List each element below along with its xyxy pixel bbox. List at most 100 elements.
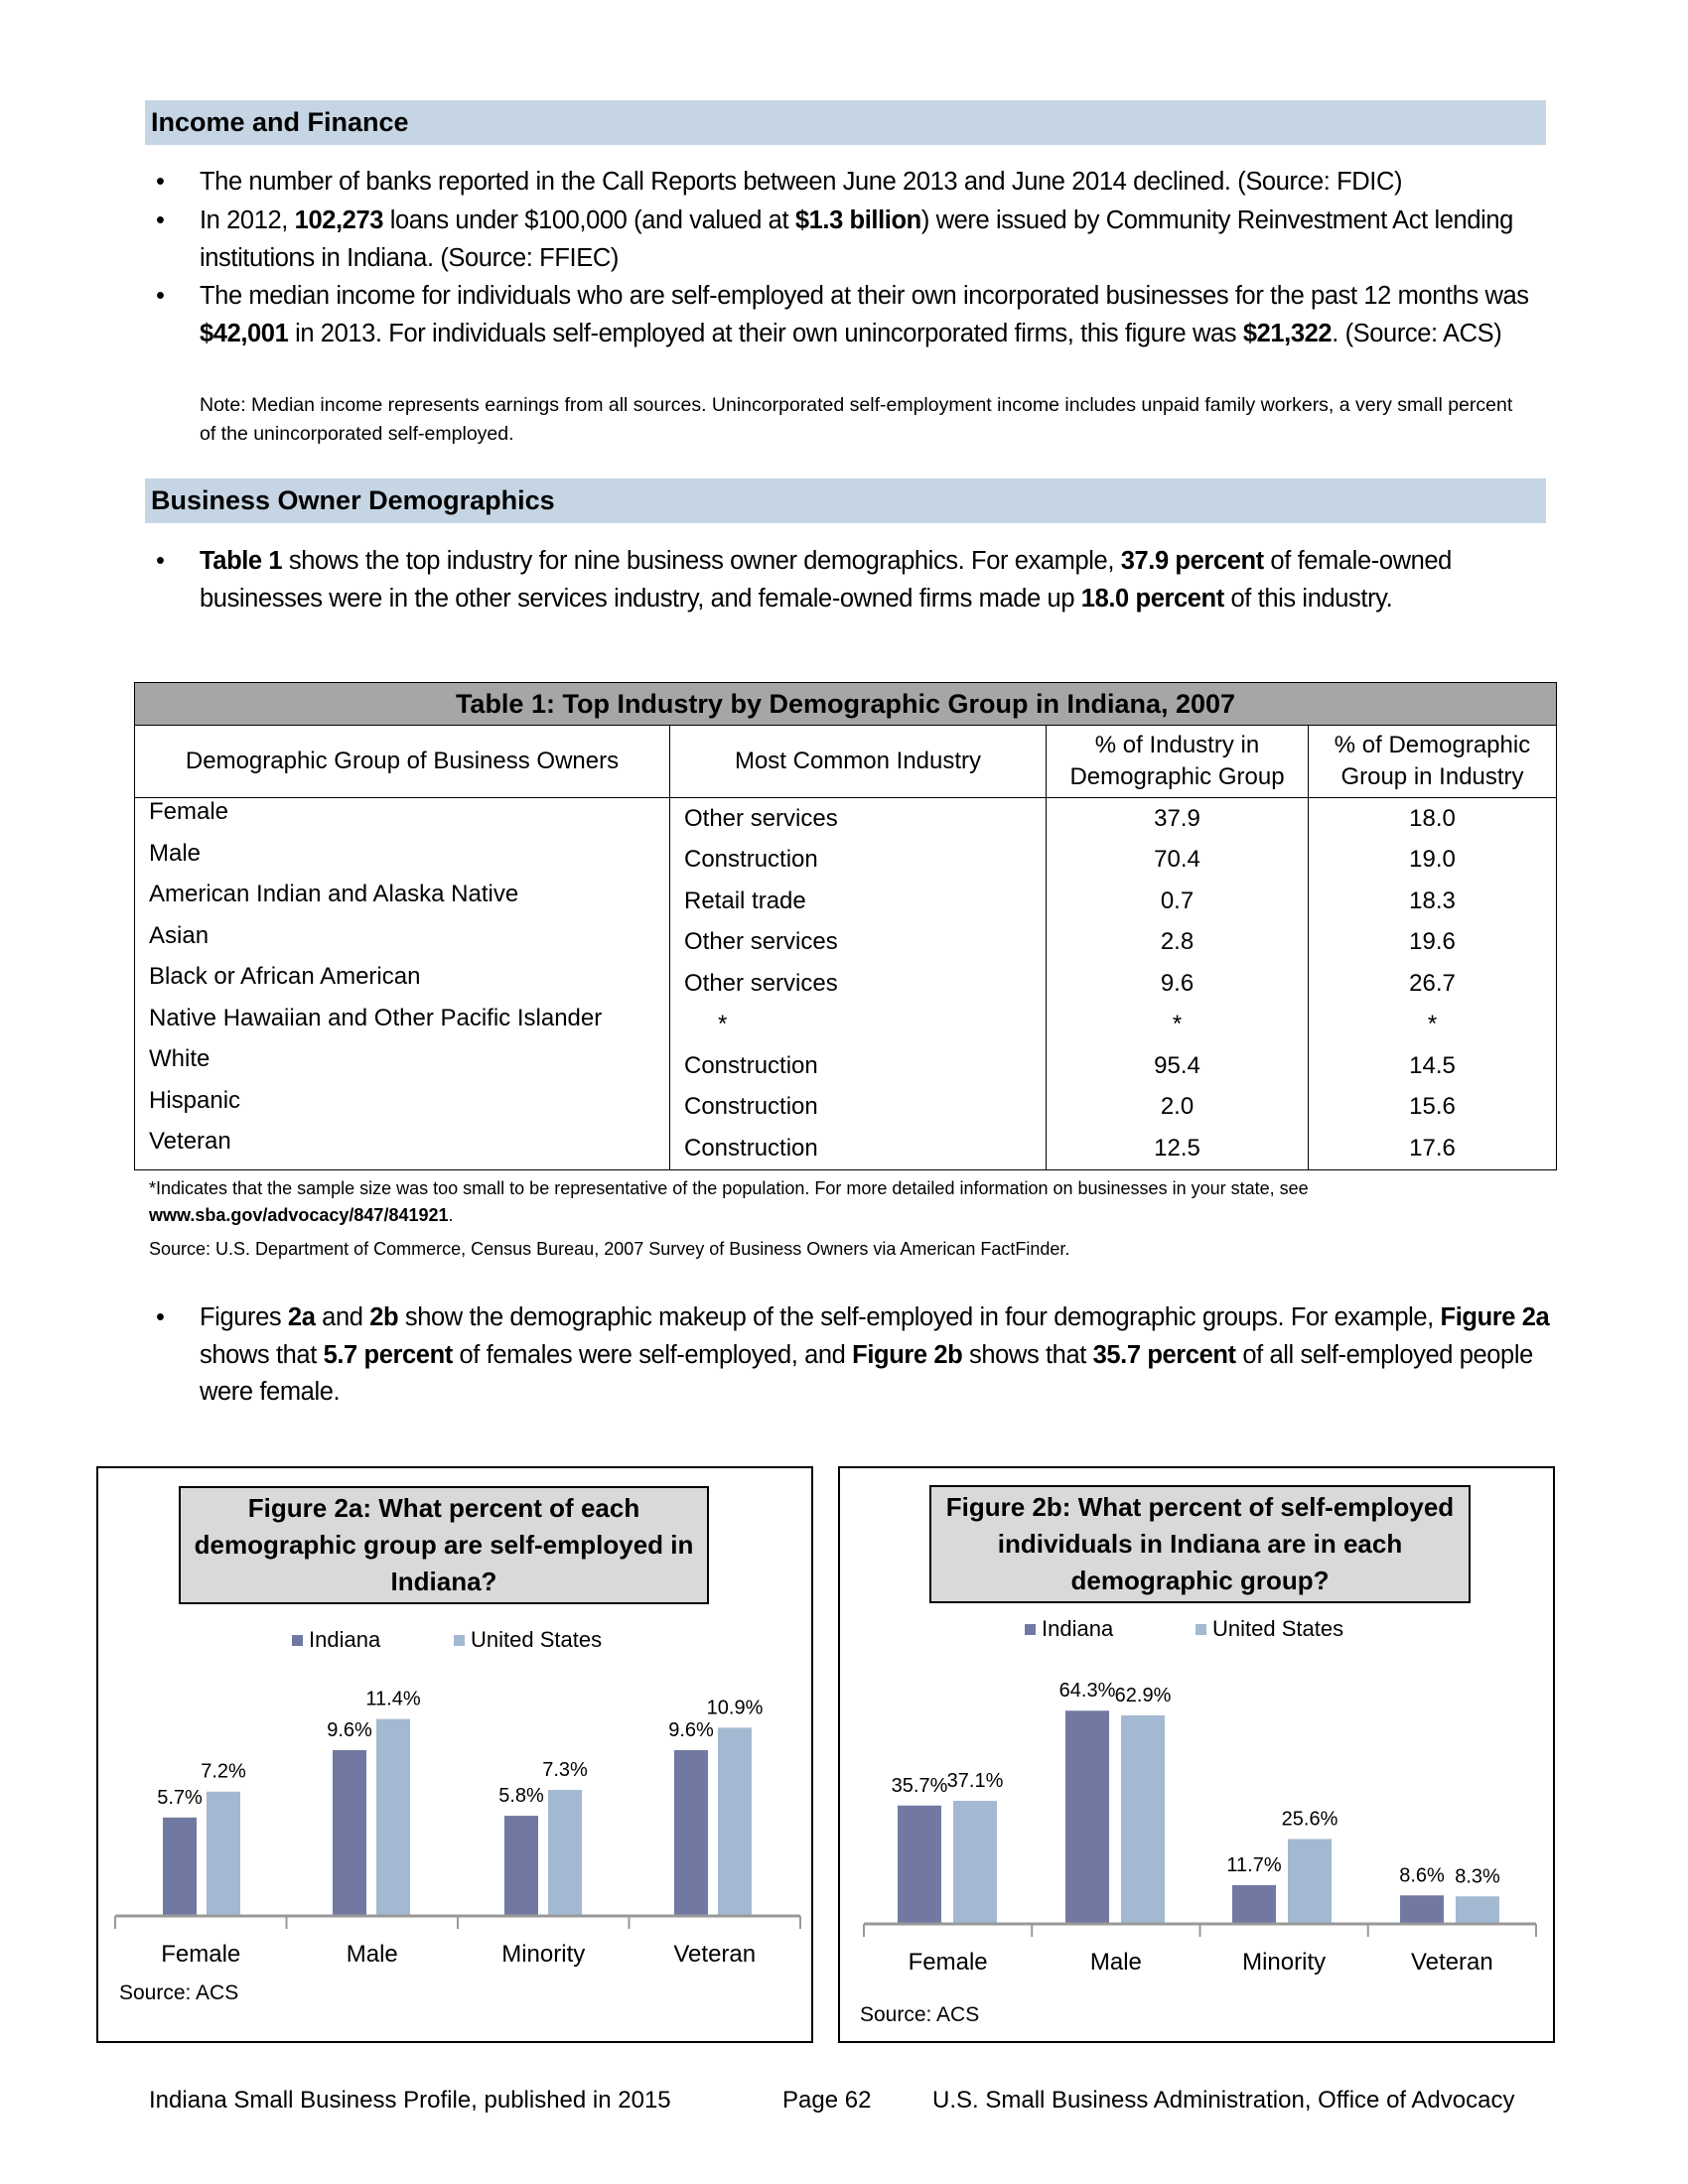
legend-swatch [292, 1635, 303, 1646]
data-label: 8.3% [1455, 1865, 1500, 1887]
table-cell: * [669, 1004, 1047, 1045]
column-header: % of Demographic Group in Industry [1308, 725, 1557, 798]
legend-label: United States [1212, 1616, 1344, 1641]
legend-united-states: United States [1196, 1616, 1343, 1642]
text: shows that [200, 1340, 324, 1369]
bold-text: 102,273 [294, 206, 384, 234]
table-row: Hispanic Construction 2.0 15.6 [134, 1086, 1557, 1128]
bar-indiana [1065, 1710, 1109, 1924]
data-label: 9.6% [668, 1719, 714, 1741]
table-cell: Male [134, 839, 670, 881]
table-cell: Native Hawaiian and Other Pacific Island… [134, 1004, 670, 1045]
bullet-median-income: The median income for individuals who ar… [156, 278, 1560, 352]
figure-source: Source: ACS [119, 1981, 239, 2004]
bold-text: $21,322 [1242, 319, 1333, 347]
bar-indiana [504, 1816, 538, 1916]
data-label: 37.1% [947, 1770, 1004, 1792]
bar-indiana [674, 1749, 708, 1916]
table-cell: 17.6 [1308, 1128, 1557, 1170]
bar-indiana [1232, 1884, 1276, 1924]
category-label: Minority [1242, 1949, 1326, 1976]
text: shows the top industry for nine business… [282, 547, 1121, 575]
table-row: Female Other services 37.9 18.0 [134, 797, 1557, 840]
bold-text: Figure 2b [852, 1340, 963, 1369]
figure-source: Source: ACS [860, 2003, 980, 2026]
bold-text: Figure 2a [1440, 1303, 1550, 1331]
table-cell: Other services [669, 963, 1047, 1005]
legend-label: United States [471, 1627, 603, 1652]
bar-united-states [1456, 1896, 1499, 1924]
table-cell: * [1308, 1004, 1557, 1045]
table-cell: 2.0 [1046, 1086, 1309, 1128]
table-cell: Construction [669, 1128, 1047, 1170]
table-source: Source: U.S. Department of Commerce, Cen… [149, 1239, 1070, 1259]
text: shows that [962, 1340, 1093, 1369]
bar-indiana [333, 1749, 366, 1916]
table-cell: White [134, 1045, 670, 1087]
text: In 2012, [200, 206, 295, 234]
data-label: 5.8% [498, 1785, 544, 1807]
legend-label: Indiana [309, 1627, 381, 1652]
table-cell: 18.0 [1308, 797, 1557, 840]
table-row: Asian Other services 2.8 19.6 [134, 921, 1557, 963]
legend-swatch [454, 1635, 465, 1646]
text: in 2013. For individuals self-employed a… [288, 319, 1243, 347]
table-cell: 19.6 [1308, 921, 1557, 963]
bar-united-states [718, 1727, 752, 1916]
bar-indiana [1400, 1895, 1444, 1924]
table-cell: 70.4 [1046, 839, 1309, 881]
bold-text: 2b [369, 1303, 399, 1331]
table-cell: Asian [134, 921, 670, 963]
section-heading-income: Income and Finance [145, 100, 1546, 145]
table-cell: 95.4 [1046, 1045, 1309, 1087]
table-cell: Other services [669, 921, 1047, 963]
footer-organization: U.S. Small Business Administration, Offi… [932, 2087, 1515, 2114]
bar-chart: 35.7% 64.3% 11.7% 8.6% 37.1% 62.9% 25.6% 8.3% Fe… [863, 1680, 1537, 1976]
data-label: 11.7% [1226, 1854, 1281, 1876]
table-cell: Black or African American [134, 963, 670, 1005]
table-cell: Construction [669, 1045, 1047, 1087]
bold-text: 18.0 percent [1080, 584, 1224, 613]
legend-indiana: Indiana [1025, 1616, 1113, 1642]
bullet-banks: The number of banks reported in the Call… [156, 164, 1560, 202]
category-label: Male [1090, 1949, 1142, 1976]
bar-united-states [376, 1718, 410, 1916]
bold-text: 35.7 percent [1092, 1340, 1236, 1369]
data-label: 64.3% [1059, 1680, 1116, 1702]
bar-united-states [1121, 1714, 1165, 1924]
text: and [315, 1303, 370, 1331]
table-title: Table 1: Top Industry by Demographic Gro… [134, 682, 1557, 726]
text: show the demographic makeup of the self-… [398, 1303, 1441, 1331]
bar-chart: 5.7% 9.6% 5.8% 9.6% 7.2% 11.4% 7.3% 10.9% Female… [114, 1689, 801, 1968]
bold-text: $1.3 billion [794, 206, 921, 234]
table-cell: 2.8 [1046, 921, 1309, 963]
table-row: American Indian and Alaska Native Retail … [134, 881, 1557, 922]
data-label: 5.7% [157, 1787, 203, 1809]
category-label: Female [909, 1949, 988, 1976]
text: . (Source: ACS) [1332, 319, 1502, 347]
table-row: Veteran Construction 12.5 17.6 [134, 1128, 1557, 1170]
data-label: 10.9% [707, 1697, 764, 1718]
table-cell: 26.7 [1308, 963, 1557, 1005]
text: . [448, 1205, 454, 1225]
bold-text: 37.9 percent [1120, 547, 1264, 575]
text: ) were issued by Community Reinvestment … [200, 206, 1513, 272]
bullet-figures: Figures 2a and 2b show the demographic m… [156, 1299, 1560, 1412]
legend-united-states: United States [454, 1627, 602, 1653]
bar-united-states [1288, 1839, 1332, 1924]
table-cell: Retail trade [669, 881, 1047, 922]
table-top-industry: Table 1: Top Industry by Demographic Gro… [134, 682, 1557, 1170]
footnote-link[interactable]: www.sba.gov/advocacy/847/841921 [149, 1205, 449, 1225]
table-row: Black or African American Other services 9… [134, 963, 1557, 1005]
bold-text: $42,001 [200, 319, 289, 347]
bar-united-states [953, 1801, 997, 1924]
table-cell: American Indian and Alaska Native [134, 881, 670, 922]
category-label: Male [347, 1941, 398, 1968]
column-header: Demographic Group of Business Owners [134, 725, 670, 798]
table-cell: 18.3 [1308, 881, 1557, 922]
data-label: 11.4% [365, 1689, 420, 1710]
text: of this industry. [1223, 584, 1393, 613]
bold-text: Table 1 [200, 547, 283, 575]
data-label: 7.2% [201, 1761, 246, 1783]
bold-text: 2a [287, 1303, 316, 1331]
